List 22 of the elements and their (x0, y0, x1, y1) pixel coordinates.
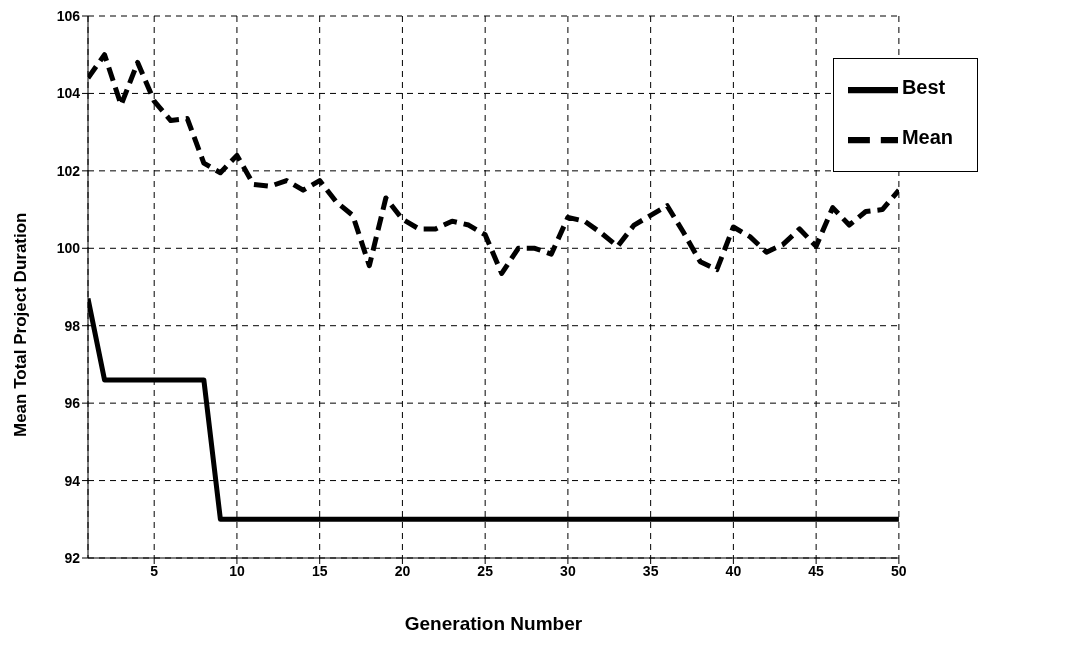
y-tick-label: 94 (64, 472, 81, 489)
y-tick-label: 100 (56, 240, 81, 257)
y-tick-label: 104 (56, 85, 81, 102)
y-axis-title: Mean Total Project Duration (11, 212, 31, 437)
legend-label: Best (901, 76, 946, 99)
x-tick-label: 10 (229, 562, 245, 579)
x-tick-label: 40 (725, 562, 742, 579)
y-tick-label: 92 (64, 549, 81, 566)
x-tick-label: 20 (394, 562, 411, 579)
x-tick-label: 5 (150, 562, 159, 579)
x-tick-label: 50 (891, 562, 907, 579)
y-tick-label: 106 (56, 7, 81, 24)
x-axis-title: Generation Number (404, 613, 583, 634)
x-tick-label: 15 (311, 562, 328, 579)
y-tick-label: 102 (56, 162, 81, 179)
x-tick-label: 25 (477, 562, 494, 579)
y-tick-label: 98 (64, 317, 81, 334)
legend-label: Mean (901, 126, 953, 149)
x-tick-label: 35 (642, 562, 659, 579)
x-tick-label: 45 (808, 562, 825, 579)
x-tick-label: 30 (560, 562, 576, 579)
y-tick-label: 96 (64, 395, 81, 412)
